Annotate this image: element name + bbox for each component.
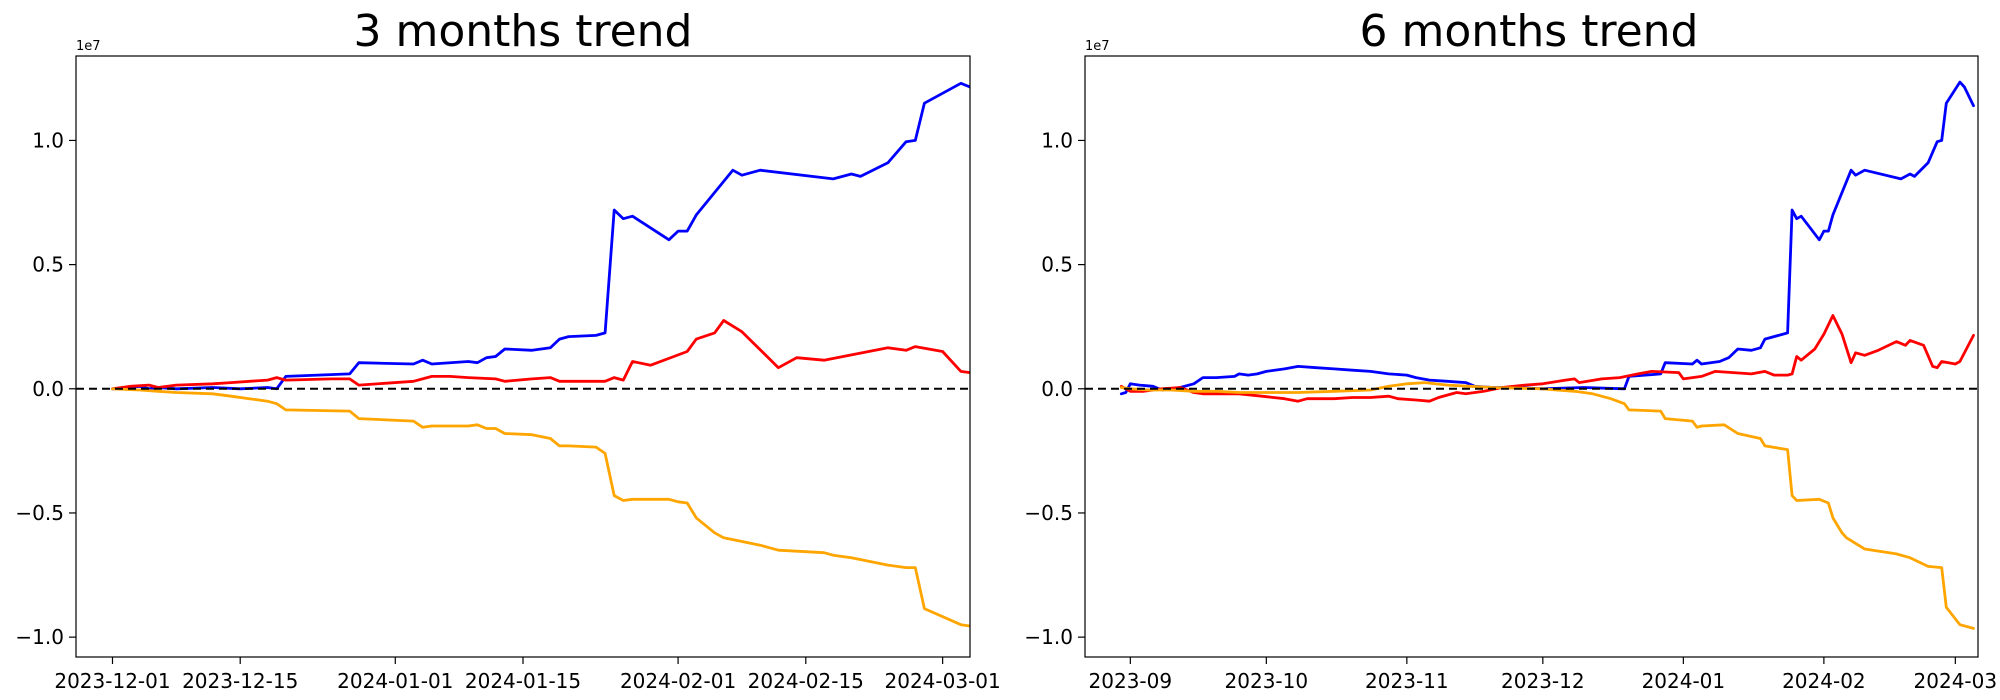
y-tick-label: −0.5: [15, 501, 64, 525]
x-tick-label: 2024-02-15: [748, 669, 864, 693]
chart-6-months: 6 months trend 1e7 1.0 0.5 0.0 −0.5 −1.0 2023…: [1024, 6, 1997, 693]
y-axis-offset-label: 1e7: [76, 39, 101, 54]
y-tick-label: 0.5: [32, 253, 64, 277]
x-tick-label: 2023-12: [1501, 669, 1585, 693]
series-line-2: [111, 319, 970, 391]
chart-title: 6 months trend: [1360, 6, 1699, 57]
y-tick-label: 1.0: [32, 128, 64, 152]
chart-title: 3 months trend: [354, 6, 693, 57]
y-tick-label: 0.0: [1041, 377, 1073, 401]
series-line-3: [111, 387, 970, 628]
chart-3-months: 3 months trend 1e7 1.0 0.5 0.0 −0.5 −1.0 2023…: [15, 6, 1001, 693]
y-axis-offset-label: 1e7: [1085, 39, 1110, 54]
x-tick-label: 2024-01: [1642, 669, 1726, 693]
x-tick-label: 2024-03: [1914, 669, 1998, 693]
series-group: [1119, 80, 1975, 630]
axes-frame: [1084, 55, 1979, 658]
series-line-3: [1119, 381, 1975, 630]
series-group: [111, 81, 970, 628]
series-line-1: [111, 81, 970, 391]
x-tick-label: 2023-12-15: [182, 669, 298, 693]
y-tick-label: −1.0: [15, 625, 64, 649]
plot-area: 1.0 0.5 0.0 −0.5 −1.0 2023-09 2023-10 2023-11 20…: [1024, 55, 1998, 693]
x-tick-label: 2024-03-01: [885, 669, 1001, 693]
series-line-1: [1119, 80, 1975, 396]
x-tick-label: 2024-02-01: [620, 669, 736, 693]
x-tick-label: 2024-02: [1782, 669, 1866, 693]
y-tick-label: 0.0: [32, 377, 64, 401]
x-tick-label: 2023-12-01: [54, 669, 170, 693]
x-tick-label: 2024-01-15: [465, 669, 581, 693]
y-tick-label: −0.5: [1024, 501, 1073, 525]
plot-area: 1.0 0.5 0.0 −0.5 −1.0 2023-12-01 2023-12-15 202…: [15, 55, 1001, 693]
x-tick-label: 2023-09: [1089, 669, 1173, 693]
x-tick-label: 2023-11: [1365, 669, 1449, 693]
y-tick-label: −1.0: [1024, 625, 1073, 649]
series-line-2: [1119, 314, 1975, 403]
y-tick-label: 1.0: [1041, 128, 1073, 152]
x-tick-label: 2023-10: [1225, 669, 1309, 693]
y-tick-label: 0.5: [1041, 253, 1073, 277]
x-tick-label: 2024-01-01: [337, 669, 453, 693]
